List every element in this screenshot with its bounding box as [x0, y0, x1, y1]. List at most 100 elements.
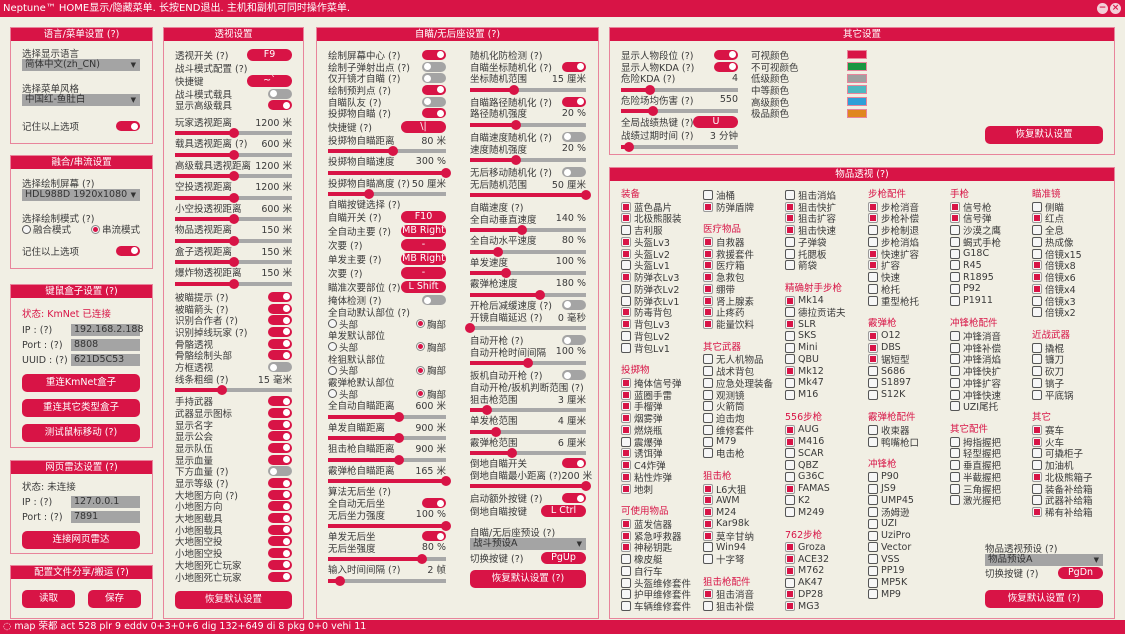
color-swatch[interactable] — [847, 62, 867, 72]
item-checkbox-row[interactable]: 火箭筒 — [703, 401, 773, 413]
checkbox[interactable] — [703, 589, 713, 600]
slider-track[interactable] — [470, 225, 586, 236]
item-checkbox-row[interactable]: 倍镜x6 — [1032, 271, 1093, 284]
checkbox[interactable] — [703, 236, 713, 247]
slider-track[interactable] — [470, 426, 586, 437]
checkbox[interactable] — [868, 354, 878, 365]
item-checkbox-row[interactable]: C4炸弹 — [621, 459, 691, 472]
item-checkbox-row[interactable]: 冲锋消音 — [950, 330, 1001, 343]
item-checkbox-row[interactable]: VSS — [868, 553, 919, 565]
checkbox[interactable] — [868, 283, 878, 294]
item-checkbox-row[interactable]: 手榴弹 — [621, 401, 691, 413]
item-checkbox-row[interactable]: L6大狙 — [703, 483, 773, 496]
item-checkbox-row[interactable]: 子弹袋 — [785, 236, 846, 249]
slider-track[interactable] — [621, 84, 738, 95]
item-checkbox-row[interactable]: 防弹盾牌 — [703, 201, 773, 214]
color-swatch[interactable] — [847, 97, 867, 107]
radio-option[interactable]: 头部 — [328, 363, 358, 377]
checkbox[interactable] — [621, 248, 631, 259]
slider-track[interactable] — [175, 128, 292, 139]
item-checkbox-row[interactable]: 快速扩容 — [868, 248, 919, 261]
toggle-switch[interactable] — [268, 362, 292, 373]
slider-track[interactable] — [328, 411, 446, 422]
checkbox[interactable] — [703, 601, 713, 612]
item-checkbox-row[interactable]: QBU — [785, 354, 846, 366]
checkbox[interactable] — [950, 236, 960, 247]
color-swatch[interactable] — [847, 50, 867, 60]
toggle-switch[interactable] — [268, 315, 292, 326]
toggle-switch[interactable] — [562, 96, 586, 107]
slider-track[interactable] — [465, 323, 586, 333]
item-checkbox-row[interactable]: M24 — [703, 506, 773, 518]
toggle-switch[interactable] — [268, 326, 292, 337]
checkbox[interactable] — [621, 283, 631, 294]
action-button[interactable]: 测试鼠标移动 (?) — [22, 423, 140, 442]
checkbox[interactable] — [621, 424, 631, 435]
item-checkbox-row[interactable]: 拇指握把 — [950, 436, 1001, 449]
toggle-switch[interactable] — [268, 454, 292, 465]
item-checkbox-row[interactable]: 蓝圈手雷 — [621, 389, 691, 402]
item-checkbox-row[interactable]: 北极熊箱子 — [1032, 471, 1093, 484]
slider-handle[interactable] — [441, 476, 451, 487]
item-checkbox-row[interactable]: 半截握把 — [950, 471, 1001, 484]
toggle-switch[interactable] — [422, 531, 446, 542]
item-checkbox-row[interactable]: 维修套件 — [703, 424, 773, 437]
item-checkbox-row[interactable]: 观测镜 — [703, 389, 773, 402]
checkbox[interactable] — [621, 307, 631, 318]
slider-handle[interactable] — [334, 575, 345, 586]
color-swatch[interactable] — [847, 108, 867, 118]
item-checkbox-row[interactable]: 鸭嘴枪口 — [868, 436, 919, 449]
hotkey-button[interactable]: ~` — [247, 74, 292, 87]
item-reset-button[interactable]: 恢复默认设置 (?) — [985, 589, 1103, 608]
item-checkbox-row[interactable]: 北极熊服装 — [621, 213, 691, 225]
slider-handle[interactable] — [490, 426, 501, 437]
item-switch-key-button[interactable]: PgDn — [1058, 566, 1103, 579]
item-checkbox-row[interactable]: 冲锋消焰 — [950, 354, 1001, 366]
item-checkbox-row[interactable]: 防弹衣Lv2 — [621, 283, 691, 296]
item-checkbox-row[interactable]: M79 — [703, 436, 773, 448]
checkbox[interactable] — [1032, 307, 1042, 318]
item-checkbox-row[interactable]: 装备补给箱 — [1032, 483, 1093, 496]
checkbox[interactable] — [868, 225, 878, 236]
checkbox[interactable] — [703, 542, 713, 553]
checkbox[interactable] — [950, 460, 960, 471]
checkbox[interactable] — [950, 436, 960, 447]
checkbox[interactable] — [1032, 377, 1042, 388]
item-checkbox-row[interactable]: 倍镜x4 — [1032, 283, 1093, 296]
item-checkbox-row[interactable]: 十字弩 — [703, 553, 773, 566]
item-checkbox-row[interactable]: 红点 — [1032, 213, 1093, 225]
checkbox[interactable] — [785, 201, 795, 212]
checkbox[interactable] — [621, 471, 631, 482]
minimize-icon[interactable]: − — [1097, 3, 1108, 14]
slider-track[interactable] — [175, 235, 292, 246]
slider-track[interactable] — [470, 84, 586, 95]
checkbox[interactable] — [950, 401, 960, 412]
item-checkbox-row[interactable]: 倍镜x2 — [1032, 307, 1093, 319]
item-checkbox-row[interactable]: MG3 — [785, 600, 846, 612]
toggle-switch[interactable] — [116, 245, 140, 256]
slider-track[interactable] — [621, 141, 738, 152]
slider-track[interactable] — [470, 405, 586, 416]
checkbox[interactable] — [703, 436, 713, 447]
checkbox[interactable] — [950, 389, 960, 400]
item-checkbox-row[interactable]: 火车 — [1032, 436, 1093, 449]
item-checkbox-row[interactable]: 砍刀 — [1032, 365, 1093, 378]
checkbox[interactable] — [868, 495, 878, 506]
item-checkbox-row[interactable]: O12 — [868, 330, 919, 342]
item-checkbox-row[interactable]: 神秘钥匙 — [621, 542, 691, 554]
color-swatch[interactable] — [847, 73, 867, 83]
slider-track[interactable] — [328, 521, 451, 532]
item-checkbox-row[interactable]: DBS — [868, 342, 919, 354]
checkbox[interactable] — [621, 554, 631, 565]
checkbox[interactable] — [868, 295, 878, 306]
esp-reset-button[interactable]: 恢复默认设置 — [175, 591, 292, 609]
toggle-switch[interactable] — [714, 61, 738, 72]
text-input[interactable]: 621D5C53 — [71, 354, 140, 367]
checkbox[interactable] — [868, 377, 878, 388]
checkbox[interactable] — [868, 518, 878, 529]
slider-handle[interactable] — [534, 289, 545, 300]
toggle-switch[interactable] — [268, 338, 292, 349]
item-checkbox-row[interactable]: 医疗箱 — [703, 260, 773, 272]
hotkey-button[interactable]: PgUp — [541, 551, 586, 564]
checkbox[interactable] — [1032, 295, 1042, 306]
